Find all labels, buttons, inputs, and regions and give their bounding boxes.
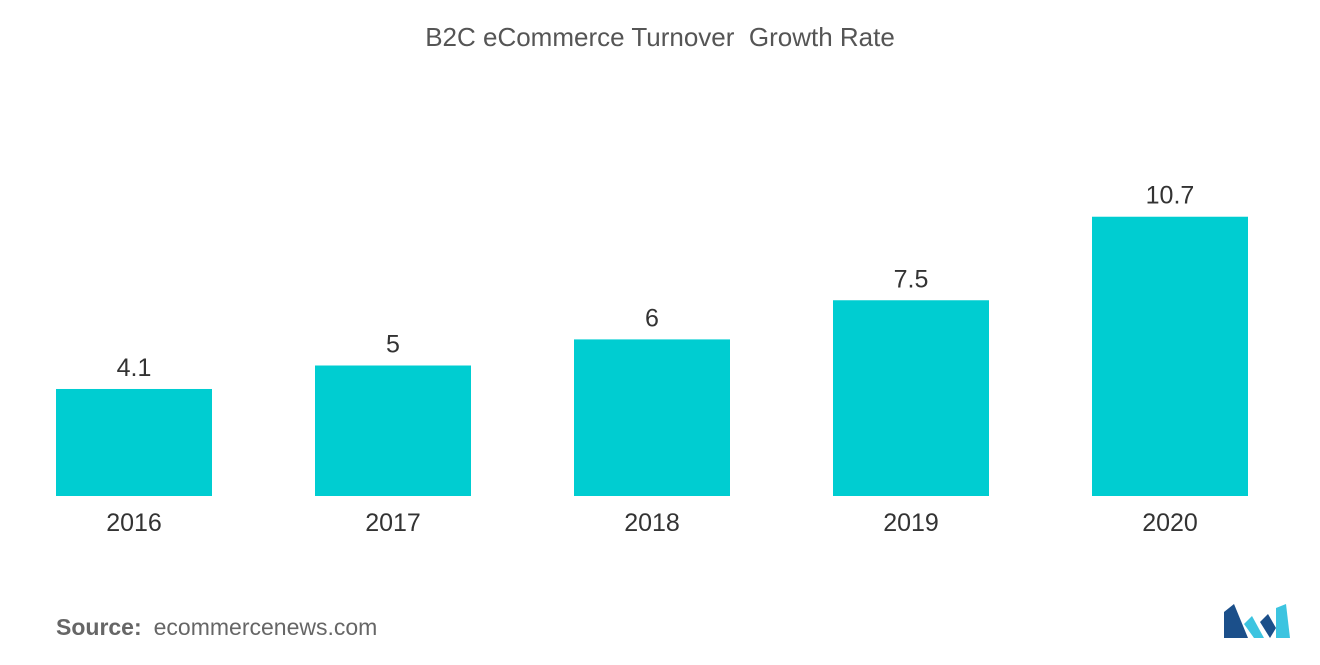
value-label-2017: 5 [386, 331, 400, 359]
source-label: Source: [56, 614, 142, 640]
bar-2017 [315, 365, 471, 496]
value-label-2020: 10.7 [1146, 182, 1195, 210]
source-text: ecommercenews.com [153, 614, 378, 640]
x-tick-label-2016: 2016 [106, 509, 162, 537]
source-line: Source: ecommercenews.com [56, 614, 377, 641]
bar-2019 [833, 300, 989, 496]
x-tick-label-2020: 2020 [1142, 509, 1198, 537]
x-tick-label-2018: 2018 [624, 509, 680, 537]
bar-chart: 4.1 2016 5 2017 6 2018 7.5 2019 10.7 2020 [56, 182, 1248, 537]
value-label-2016: 4.1 [117, 354, 152, 382]
value-label-2018: 6 [645, 304, 659, 332]
bar-2016 [56, 388, 212, 496]
bar-2018 [574, 339, 730, 496]
bar-2020 [1092, 216, 1248, 497]
mordor-intelligence-logo-icon [1224, 604, 1290, 638]
x-tick-label-2019: 2019 [883, 509, 939, 537]
chart-title: B2C eCommerce Turnover Growth Rate [425, 22, 895, 52]
value-label-2019: 7.5 [894, 265, 929, 293]
x-tick-label-2017: 2017 [365, 509, 421, 537]
